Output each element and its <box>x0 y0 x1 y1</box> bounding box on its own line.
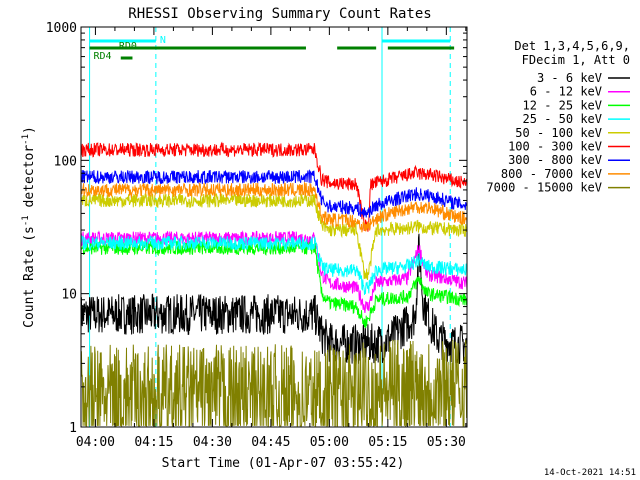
generation-timestamp: 14-Oct-2021 14:51 <box>544 468 636 478</box>
y-axis-label-part3: ) <box>22 126 37 134</box>
y-tick-label: 1000 <box>46 21 77 36</box>
x-tick-label: 04:00 <box>76 435 115 450</box>
x-tick-label: 05:15 <box>368 435 407 450</box>
flag-label-rd4: RD4 <box>93 51 111 62</box>
flag-label-n: N <box>160 35 166 46</box>
y-tick-label: 10 <box>61 288 77 303</box>
series-line-7 <box>80 181 468 233</box>
legend-header-fdecim: FDecim 1, Att 0 <box>522 53 630 67</box>
legend-entry-label: 12 - 25 keV <box>523 98 602 112</box>
y-tick-label: 1 <box>69 421 77 436</box>
x-tick-label: 04:45 <box>251 435 290 450</box>
y-axis-label-exp2: -1 <box>21 134 31 145</box>
flag-label-rd0: RD0 <box>119 41 137 52</box>
legend: Det 1,3,4,5,6,9, FDecim 1, Att 0 3 - 6 k… <box>486 39 630 195</box>
y-axis-label-part1: Count Rate (s <box>22 226 37 328</box>
y-axis-label: Count Rate (s-1 detector-1) <box>21 126 37 328</box>
legend-entry-label: 300 - 800 keV <box>508 153 602 167</box>
series-line-0 <box>80 233 468 365</box>
legend-entry-label: 3 - 6 keV <box>537 71 602 85</box>
y-tick-label: 100 <box>54 154 77 169</box>
legend-header-detectors: Det 1,3,4,5,6,9, <box>514 39 630 53</box>
y-axis-label-part2: detector <box>22 145 37 216</box>
axis-layer: 1 10 100 1000 04:00 04:15 04:30 04:45 05:00 05:15… <box>46 21 467 450</box>
plot-frame <box>80 26 468 428</box>
series-layer <box>80 141 468 428</box>
legend-entry-label: 6 - 12 keV <box>530 85 602 99</box>
x-tick-label: 04:30 <box>193 435 232 450</box>
legend-entry-label: 800 - 7000 keV <box>501 167 602 181</box>
x-tick-label: 04:15 <box>134 435 173 450</box>
legend-entry-label: 25 - 50 keV <box>523 112 602 126</box>
series-line-3 <box>80 234 468 295</box>
series-line-8 <box>80 339 468 428</box>
x-tick-label: 05:30 <box>427 435 466 450</box>
legend-entry-label: 7000 - 15000 keV <box>486 181 602 195</box>
flag-layer: N RD0 RD4 <box>89 35 455 62</box>
series-line-6 <box>80 169 468 218</box>
y-axis-label-exp1: -1 <box>21 215 31 226</box>
series-line-1 <box>80 230 468 314</box>
x-axis-label: Start Time (01-Apr-07 03:55:42) <box>162 456 405 471</box>
legend-entry-label: 50 - 100 keV <box>515 126 602 140</box>
series-line-5 <box>80 141 468 232</box>
legend-entry-label: 100 - 300 keV <box>508 140 602 154</box>
x-tick-label: 05:00 <box>310 435 349 450</box>
chart-title: RHESSI Observing Summary Count Rates <box>128 6 431 22</box>
